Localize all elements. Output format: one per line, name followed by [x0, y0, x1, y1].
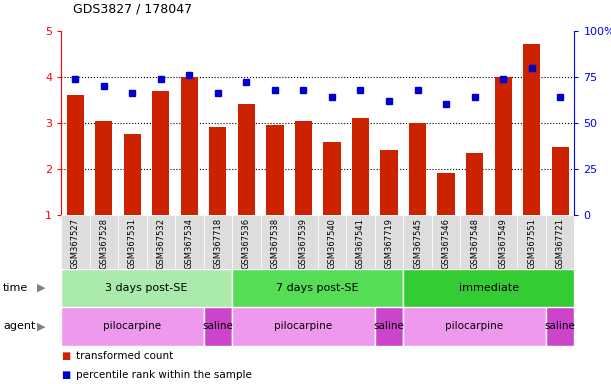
Bar: [494, 77, 511, 215]
Bar: [409, 123, 426, 215]
Bar: [232, 307, 375, 346]
Text: pilocarpine: pilocarpine: [274, 321, 332, 331]
Text: ▶: ▶: [37, 283, 45, 293]
Bar: [295, 121, 312, 215]
Bar: [403, 269, 574, 307]
Bar: [523, 44, 540, 215]
Bar: [375, 215, 403, 269]
Bar: [432, 215, 460, 269]
Bar: [489, 215, 518, 269]
Bar: [175, 215, 203, 269]
Text: 7 days post-SE: 7 days post-SE: [276, 283, 359, 293]
Bar: [403, 307, 546, 346]
Bar: [261, 215, 289, 269]
Text: saline: saline: [373, 321, 404, 331]
Text: ■: ■: [61, 370, 70, 381]
Bar: [67, 95, 84, 215]
Text: GSM367531: GSM367531: [128, 218, 137, 269]
Bar: [203, 215, 232, 269]
Text: GSM367718: GSM367718: [213, 218, 222, 269]
Bar: [238, 104, 255, 215]
Text: GSM367719: GSM367719: [384, 218, 393, 269]
Text: GSM367548: GSM367548: [470, 218, 479, 269]
Text: GSM367532: GSM367532: [156, 218, 166, 269]
Bar: [232, 215, 261, 269]
Bar: [147, 215, 175, 269]
Bar: [90, 215, 118, 269]
Bar: [289, 215, 318, 269]
Bar: [346, 215, 375, 269]
Bar: [352, 118, 369, 215]
Bar: [118, 215, 147, 269]
Bar: [323, 142, 340, 215]
Text: saline: saline: [544, 321, 576, 331]
Bar: [403, 215, 432, 269]
Text: pilocarpine: pilocarpine: [445, 321, 503, 331]
Text: ▶: ▶: [37, 321, 45, 331]
Bar: [232, 269, 403, 307]
Text: GSM367527: GSM367527: [71, 218, 80, 269]
Text: agent: agent: [3, 321, 35, 331]
Text: GSM367549: GSM367549: [499, 218, 508, 268]
Bar: [203, 307, 232, 346]
Text: GSM367545: GSM367545: [413, 218, 422, 268]
Bar: [266, 125, 284, 215]
Bar: [546, 215, 574, 269]
Bar: [460, 215, 489, 269]
Bar: [318, 215, 346, 269]
Text: transformed count: transformed count: [76, 351, 174, 361]
Text: GSM367536: GSM367536: [242, 218, 251, 269]
Bar: [381, 150, 398, 215]
Bar: [152, 91, 169, 215]
Text: immediate: immediate: [459, 283, 519, 293]
Text: GSM367541: GSM367541: [356, 218, 365, 268]
Text: GSM367539: GSM367539: [299, 218, 308, 269]
Text: GSM367538: GSM367538: [271, 218, 279, 269]
Bar: [61, 269, 232, 307]
Bar: [552, 147, 569, 215]
Bar: [210, 127, 227, 215]
Bar: [375, 307, 403, 346]
Text: percentile rank within the sample: percentile rank within the sample: [76, 370, 252, 381]
Text: GSM367546: GSM367546: [442, 218, 450, 269]
Text: saline: saline: [202, 321, 233, 331]
Bar: [124, 134, 141, 215]
Text: GDS3827 / 178047: GDS3827 / 178047: [73, 2, 192, 15]
Bar: [466, 153, 483, 215]
Text: GSM367721: GSM367721: [555, 218, 565, 269]
Bar: [518, 215, 546, 269]
Text: GSM367528: GSM367528: [100, 218, 108, 269]
Bar: [61, 307, 203, 346]
Text: ■: ■: [61, 351, 70, 361]
Text: pilocarpine: pilocarpine: [103, 321, 161, 331]
Text: GSM367540: GSM367540: [327, 218, 337, 268]
Text: GSM367551: GSM367551: [527, 218, 536, 268]
Bar: [181, 77, 198, 215]
Text: GSM367534: GSM367534: [185, 218, 194, 269]
Bar: [95, 121, 112, 215]
Bar: [437, 173, 455, 215]
Text: 3 days post-SE: 3 days post-SE: [106, 283, 188, 293]
Bar: [546, 307, 574, 346]
Bar: [61, 215, 90, 269]
Text: time: time: [3, 283, 28, 293]
